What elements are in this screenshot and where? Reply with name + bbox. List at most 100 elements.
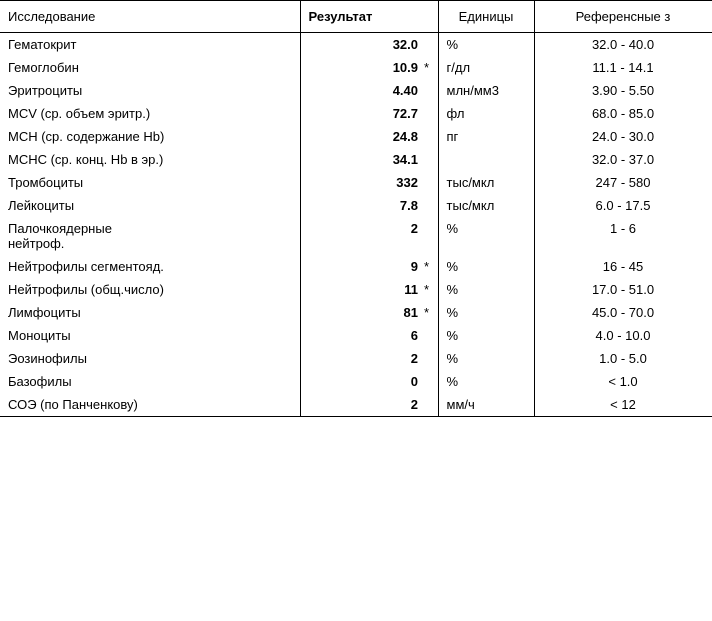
cell-reference-range: 45.0 - 70.0: [534, 301, 712, 324]
unit-text: %: [447, 374, 503, 389]
cell-result-flag: [422, 33, 438, 57]
column-header-unit: Единицы: [438, 1, 534, 33]
cell-test-name: Моноциты: [0, 324, 300, 347]
unit-text: %: [447, 282, 503, 297]
cell-test-name: Гемоглобин: [0, 56, 300, 79]
unit-text: г/дл: [447, 60, 503, 75]
unit-text: %: [447, 259, 503, 274]
test-name-text: Тромбоциты: [8, 175, 168, 190]
table-row: Палочкоядерные нейтроф.2%1 - 6: [0, 217, 712, 255]
test-name-text: Гематокрит: [8, 37, 168, 52]
cell-result-value: 72.7: [300, 102, 422, 125]
unit-text: %: [447, 37, 503, 52]
column-header-reference: Референсные з: [534, 1, 712, 33]
table-row: Тромбоциты 332 тыс/мкл 247 - 580: [0, 171, 712, 194]
unit-text: %: [447, 351, 503, 366]
cell-unit: %: [438, 370, 534, 393]
table-row: Лейкоциты7.8тыс/мкл6.0 - 17.5: [0, 194, 712, 217]
cell-unit: %: [438, 301, 534, 324]
cell-test-name: Палочкоядерные нейтроф.: [0, 217, 300, 255]
cell-result-flag: [422, 79, 438, 102]
unit-text: %: [447, 221, 503, 236]
test-name-text: Эритроциты: [8, 83, 168, 98]
cell-test-name: Эритроциты: [0, 79, 300, 102]
cell-reference-range: 1 - 6: [534, 217, 712, 255]
cell-result-flag: [422, 125, 438, 148]
unit-text: фл: [447, 106, 503, 121]
cell-reference-range: 1.0 - 5.0: [534, 347, 712, 370]
cell-reference-range: 68.0 - 85.0: [534, 102, 712, 125]
test-name-text: Палочкоядерные нейтроф.: [8, 221, 168, 251]
cell-result-value: 81: [300, 301, 422, 324]
table-row: Нейтрофилы (общ.число)11*%17.0 - 51.0: [0, 278, 712, 301]
table-row: Эритроциты4.40млн/мм33.90 - 5.50: [0, 79, 712, 102]
test-name-text: Эозинофилы: [8, 351, 168, 366]
cell-test-name: MCH (ср. содержание Hb): [0, 125, 300, 148]
unit-text: %: [447, 328, 503, 343]
cell-unit: мм/ч: [438, 393, 534, 417]
column-header-result: Результат: [300, 1, 438, 33]
test-name-text: Моноциты: [8, 328, 168, 343]
cell-test-name: Нейтрофилы (общ.число): [0, 278, 300, 301]
test-name-text: СОЭ (по Панченкову): [8, 397, 168, 412]
cell-result-value: 32.0: [300, 33, 422, 57]
table-row: MCHC (ср. конц. Hb в эр.)34.132.0 - 37.0: [0, 148, 712, 171]
table-row: Базофилы0%< 1.0: [0, 370, 712, 393]
cell-result-flag: [422, 217, 438, 255]
test-name-text: Базофилы: [8, 374, 168, 389]
cell-unit: тыс/мкл: [438, 194, 534, 217]
cell-unit: г/дл: [438, 56, 534, 79]
test-name-text: MCV (ср. объем эритр.): [8, 106, 168, 121]
unit-text: тыс/мкл: [447, 198, 503, 213]
cell-result-value: 0: [300, 370, 422, 393]
table-row: Эозинофилы 2% 1.0 - 5.0: [0, 347, 712, 370]
cell-unit: %: [438, 347, 534, 370]
table-row: СОЭ (по Панченкову)2мм/ч< 12: [0, 393, 712, 417]
cell-test-name: СОЭ (по Панченкову): [0, 393, 300, 417]
cell-result-value: 332: [300, 171, 422, 194]
cell-result-flag: [422, 370, 438, 393]
cell-result-value: 11: [300, 278, 422, 301]
cell-unit: пг: [438, 125, 534, 148]
cell-result-value: 7.8: [300, 194, 422, 217]
table-row: Нейтрофилы сегментояд.9*%16 - 45: [0, 255, 712, 278]
test-name-text: Лимфоциты: [8, 305, 168, 320]
cell-test-name: MCV (ср. объем эритр.): [0, 102, 300, 125]
cell-unit: фл: [438, 102, 534, 125]
unit-text: млн/мм3: [447, 83, 503, 98]
unit-text: тыс/мкл: [447, 175, 503, 190]
cell-test-name: Лейкоциты: [0, 194, 300, 217]
cell-unit: %: [438, 33, 534, 57]
test-name-text: Лейкоциты: [8, 198, 168, 213]
table-row: Лимфоциты81*%45.0 - 70.0: [0, 301, 712, 324]
table-row: Моноциты6%4.0 - 10.0: [0, 324, 712, 347]
cell-result-value: 4.40: [300, 79, 422, 102]
cell-result-flag: *: [422, 278, 438, 301]
cell-test-name: Гематокрит: [0, 33, 300, 57]
cell-reference-range: 11.1 - 14.1: [534, 56, 712, 79]
cell-result-flag: [422, 324, 438, 347]
cell-result-value: 10.9: [300, 56, 422, 79]
cell-unit: %: [438, 324, 534, 347]
cell-reference-range: 24.0 - 30.0: [534, 125, 712, 148]
cell-result-value: 2: [300, 347, 422, 370]
test-name-text: Нейтрофилы сегментояд.: [8, 259, 168, 274]
cell-test-name: Эозинофилы: [0, 347, 300, 370]
cell-result-flag: [422, 102, 438, 125]
cell-unit: %: [438, 217, 534, 255]
cell-result-flag: [422, 171, 438, 194]
cell-result-flag: [422, 393, 438, 417]
table-row: MCV (ср. объем эритр.) 72.7 фл 68.0 - 85.0: [0, 102, 712, 125]
cell-result-value: 9: [300, 255, 422, 278]
lab-results-panel: Исследование Результат Единицы Референсн…: [0, 0, 712, 417]
test-name-text: Нейтрофилы (общ.число): [8, 282, 168, 297]
cell-unit: [438, 148, 534, 171]
cell-unit: млн/мм3: [438, 79, 534, 102]
test-name-text: MCHC (ср. конц. Hb в эр.): [8, 152, 168, 167]
cell-result-flag: *: [422, 56, 438, 79]
cell-reference-range: 247 - 580: [534, 171, 712, 194]
lab-results-table: Исследование Результат Единицы Референсн…: [0, 0, 712, 417]
cell-test-name: Тромбоциты: [0, 171, 300, 194]
table-header-row: Исследование Результат Единицы Референсн…: [0, 1, 712, 33]
cell-result-flag: [422, 347, 438, 370]
